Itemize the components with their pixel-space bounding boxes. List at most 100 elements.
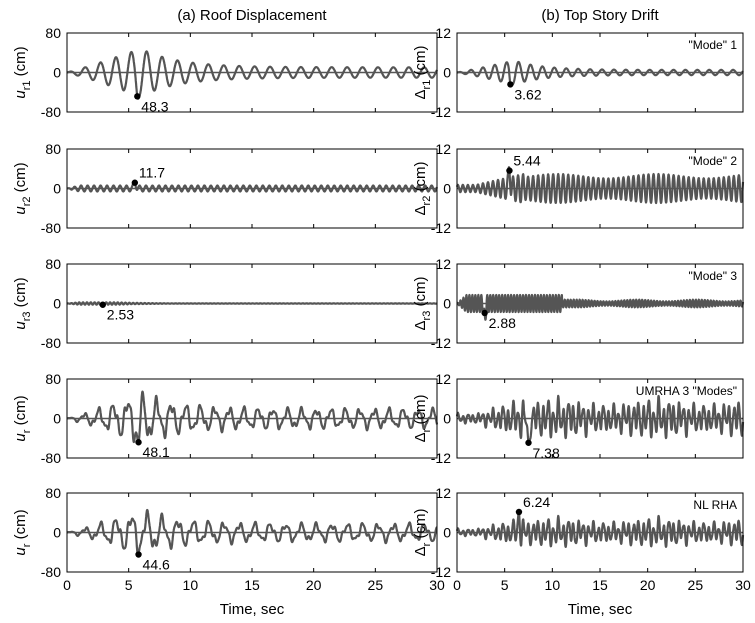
- yaxis-label-unit: (cm): [12, 395, 29, 429]
- yaxis-label: Δr (cm): [412, 509, 433, 557]
- panel-annotation: "Mode" 3: [688, 269, 737, 283]
- yaxis-label-symbol: u: [12, 321, 29, 330]
- ytick-label: 0: [53, 411, 61, 427]
- yaxis-label: ur (cm): [12, 509, 33, 555]
- series-line: [66, 301, 438, 307]
- peak-marker: [515, 508, 523, 516]
- yaxis-label-unit: (cm): [12, 509, 29, 543]
- ytick-label: 80: [45, 141, 61, 157]
- ytick-label: 80: [45, 256, 61, 272]
- yaxis-label-symbol: Δ: [412, 546, 429, 556]
- plot-frame: [66, 148, 438, 229]
- ytick-label: -80: [41, 450, 61, 466]
- xtick-label: 25: [688, 577, 704, 593]
- ytick-label: 0: [53, 296, 61, 312]
- plot-frame: [66, 492, 438, 573]
- plot-frame: [456, 32, 744, 113]
- series-line: [455, 510, 745, 549]
- xtick-label: 0: [453, 577, 461, 593]
- peak-marker: [135, 551, 142, 558]
- left-column-title: (a) Roof Displacement: [177, 7, 327, 24]
- peak-label: 2.88: [489, 315, 516, 331]
- peak-marker: [99, 301, 106, 308]
- peak-marker: [131, 179, 139, 186]
- yaxis-label-unit: (cm): [412, 277, 429, 311]
- xtick-label: 15: [244, 577, 260, 593]
- ytick-label: 12: [435, 256, 451, 272]
- peak-marker: [481, 309, 488, 317]
- xtick-label: 5: [501, 577, 509, 593]
- ytick-label: 0: [53, 525, 61, 541]
- peak-marker: [507, 81, 514, 88]
- peak-label: 5.44: [513, 153, 540, 169]
- ytick-label: 0: [53, 65, 61, 81]
- series-line: [456, 60, 744, 87]
- yaxis-label-unit: (cm): [12, 277, 29, 311]
- panel-right-1: 12 0 -12 3.62 "Mode" 1 Δr1 (cm): [412, 25, 744, 120]
- plot-frame: [456, 492, 744, 573]
- yaxis-label: Δr2 (cm): [412, 162, 433, 216]
- ytick-label: 0: [443, 411, 451, 427]
- xtick-label: 10: [183, 577, 199, 593]
- yaxis-label-unit: (cm): [12, 46, 29, 80]
- ytick-label: 80: [45, 25, 61, 41]
- peak-label: 11.7: [139, 165, 165, 181]
- panel-right-3: 12 0 -12 2.88 "Mode" 3 Δr3 (cm): [412, 256, 745, 351]
- yaxis-label-symbol: u: [12, 547, 29, 556]
- peak-marker: [525, 439, 532, 446]
- yaxis-label-symbol: Δ: [412, 89, 429, 99]
- yaxis-label-symbol: Δ: [412, 432, 429, 442]
- yaxis-label-symbol: Δ: [412, 205, 429, 215]
- ytick-label: -80: [41, 220, 61, 236]
- ytick-label: 0: [443, 296, 451, 312]
- plot-frame: [66, 32, 438, 113]
- yaxis-label-subscript: r1: [21, 81, 33, 91]
- yaxis-label-subscript: r: [21, 429, 33, 433]
- peak-label: 3.62: [514, 86, 541, 102]
- ytick-label: -80: [41, 335, 61, 351]
- panel-left-3: 80 0 -80 2.53 ur3 (cm): [12, 256, 438, 351]
- xtick-label: 25: [368, 577, 384, 593]
- yaxis-label: Δr3 (cm): [412, 277, 433, 331]
- yaxis-label: ur (cm): [12, 395, 33, 441]
- yaxis-label: Δr1 (cm): [412, 46, 433, 100]
- xtick-label: 30: [429, 577, 445, 593]
- yaxis-label: Δr (cm): [412, 395, 433, 443]
- yaxis-label-subscript: r3: [21, 312, 33, 322]
- plot-frame: [456, 148, 744, 229]
- panel-annotation: "Mode" 1: [688, 38, 737, 52]
- yaxis-label-symbol: u: [12, 90, 29, 99]
- right-column-title: (b) Top Story Drift: [541, 7, 659, 24]
- panel-annotation: "Mode" 2: [688, 154, 737, 168]
- ytick-label: 80: [45, 371, 61, 387]
- peak-label: 6.24: [523, 494, 550, 510]
- ytick-label: -12: [431, 104, 451, 120]
- series-line: [66, 508, 438, 558]
- panel-annotation: NL RHA: [693, 498, 737, 512]
- peak-marker: [134, 93, 141, 100]
- series-line: [456, 293, 745, 321]
- peak-label: 48.3: [141, 98, 168, 114]
- yaxis-label-subscript: r: [21, 543, 33, 547]
- yaxis-label-subscript: r1: [421, 80, 433, 90]
- peak-label: 2.53: [107, 307, 134, 323]
- plot-frame: [66, 263, 438, 344]
- xtick-label: 0: [63, 577, 71, 593]
- ytick-label: -12: [431, 335, 451, 351]
- panel-annotation: UMRHA 3 "Modes": [636, 384, 737, 398]
- yaxis-label-subscript: r: [421, 542, 433, 546]
- ytick-label: 0: [443, 65, 451, 81]
- plot-frame: [456, 263, 744, 344]
- xtick-label: 5: [125, 577, 133, 593]
- yaxis-label-unit: (cm): [412, 46, 429, 80]
- ytick-label: 0: [443, 181, 451, 197]
- panel-right-2: 12 0 -12 5.44 "Mode" 2 Δr2 (cm): [412, 141, 745, 236]
- peak-marker: [506, 167, 513, 174]
- xtick-label: 20: [306, 577, 322, 593]
- ytick-label: 0: [443, 525, 451, 541]
- yaxis-label-symbol: Δ: [412, 320, 429, 330]
